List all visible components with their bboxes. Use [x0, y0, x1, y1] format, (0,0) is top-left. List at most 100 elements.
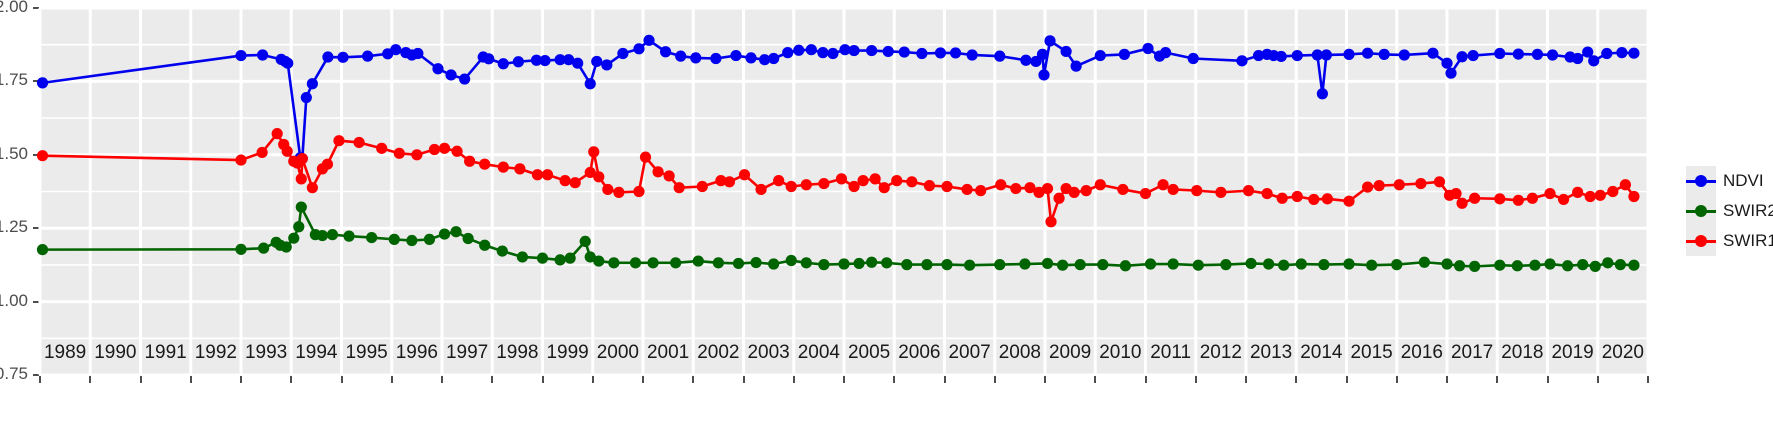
x-axis-tick-mark: [642, 376, 644, 383]
data-point: [300, 91, 312, 104]
data-point: [800, 179, 812, 191]
data-point: [412, 47, 424, 60]
data-point: [835, 173, 848, 185]
data-point: [633, 43, 645, 55]
x-axis-tick-label: 1991: [144, 342, 187, 363]
y-axis-tick-label: 1.75: [0, 70, 28, 90]
data-point: [745, 52, 757, 64]
x-axis-tick-mark: [139, 376, 142, 383]
data-point: [333, 135, 345, 147]
data-point: [1588, 55, 1600, 67]
data-point: [643, 34, 655, 46]
data-point: [362, 50, 374, 62]
data-point: [1119, 260, 1131, 272]
data-point: [496, 245, 508, 257]
data-point: [295, 173, 307, 185]
data-point: [326, 229, 339, 241]
x-axis-tick-label: 2004: [797, 342, 841, 363]
x-axis-tick-label: 1999: [546, 342, 589, 363]
x-axis-tick-label: 1993: [244, 342, 288, 363]
data-point: [738, 169, 751, 181]
data-point: [423, 233, 436, 245]
data-point: [1030, 55, 1042, 68]
data-point: [256, 146, 268, 159]
x-axis-tick-label: 2020: [1601, 342, 1645, 363]
data-point: [602, 183, 614, 196]
data-point: [866, 44, 878, 57]
data-point: [1308, 193, 1320, 206]
data-point: [1044, 35, 1056, 47]
data-point: [530, 54, 543, 66]
data-point: [1614, 259, 1626, 271]
data-point: [1544, 258, 1556, 270]
data-point: [1041, 182, 1054, 195]
data-point: [941, 259, 953, 271]
data-layer: [36, 34, 1640, 272]
data-point: [891, 175, 903, 187]
data-point: [541, 169, 554, 181]
x-axis-tick-mark: [742, 376, 745, 383]
x-axis-tick-mark: [89, 376, 92, 383]
data-point: [675, 50, 687, 62]
data-point: [1398, 49, 1410, 61]
data-point: [1118, 48, 1130, 60]
data-point: [848, 44, 860, 57]
data-point: [1456, 197, 1468, 209]
data-point: [36, 244, 49, 256]
y-axis-tick-mark: [33, 80, 39, 83]
data-point: [1343, 195, 1355, 207]
x-axis-tick-label: 1997: [445, 342, 489, 363]
legend-item[interactable]: SWIR1: [1686, 226, 1773, 256]
data-point: [1242, 185, 1255, 197]
x-axis-tick-mark: [1596, 376, 1599, 383]
data-point: [1316, 88, 1328, 100]
data-point: [1291, 190, 1303, 203]
x-axis-tick-label: 2007: [948, 342, 991, 363]
data-point: [1450, 187, 1462, 200]
x-axis-tick-label: 2019: [1551, 342, 1594, 363]
data-point: [1074, 259, 1086, 271]
data-point: [1362, 181, 1374, 193]
plot-panel: [36, 6, 1650, 377]
series-line-swir2: [41, 205, 1636, 268]
data-point: [316, 229, 328, 242]
data-point: [906, 176, 918, 188]
y-axis-tick-mark: [33, 374, 39, 376]
data-point: [584, 166, 596, 179]
data-point: [1041, 257, 1054, 270]
x-axis-tick-label: 2003: [747, 342, 790, 363]
data-point: [1572, 186, 1584, 198]
data-point: [673, 182, 685, 194]
data-point: [288, 232, 300, 244]
x-axis-tick-mark: [240, 376, 242, 383]
data-point: [923, 180, 936, 192]
data-point: [617, 47, 629, 60]
data-point: [258, 242, 270, 254]
legend-item[interactable]: NDVI: [1686, 166, 1773, 196]
data-point: [536, 252, 549, 264]
data-point: [1318, 259, 1330, 271]
data-point: [451, 145, 463, 157]
data-point: [1060, 45, 1072, 58]
data-point: [1628, 190, 1640, 203]
data-point: [690, 52, 702, 64]
data-point: [1056, 259, 1069, 271]
x-axis-tick-mark: [893, 376, 896, 383]
data-point: [1020, 54, 1032, 66]
data-point: [1494, 259, 1506, 271]
data-point: [629, 257, 642, 269]
data-point: [1343, 48, 1355, 60]
data-point: [271, 128, 283, 140]
data-point: [432, 63, 444, 75]
data-point: [1546, 49, 1559, 61]
data-point: [1562, 260, 1574, 272]
data-point: [343, 230, 355, 242]
data-point: [1278, 259, 1290, 271]
data-point: [1261, 187, 1273, 200]
legend-item[interactable]: SWIR2: [1686, 196, 1773, 226]
x-axis-tick-label: 2001: [646, 342, 690, 363]
data-point: [497, 161, 509, 173]
data-point: [1033, 186, 1045, 198]
data-point: [322, 51, 334, 63]
data-point: [1167, 183, 1179, 196]
